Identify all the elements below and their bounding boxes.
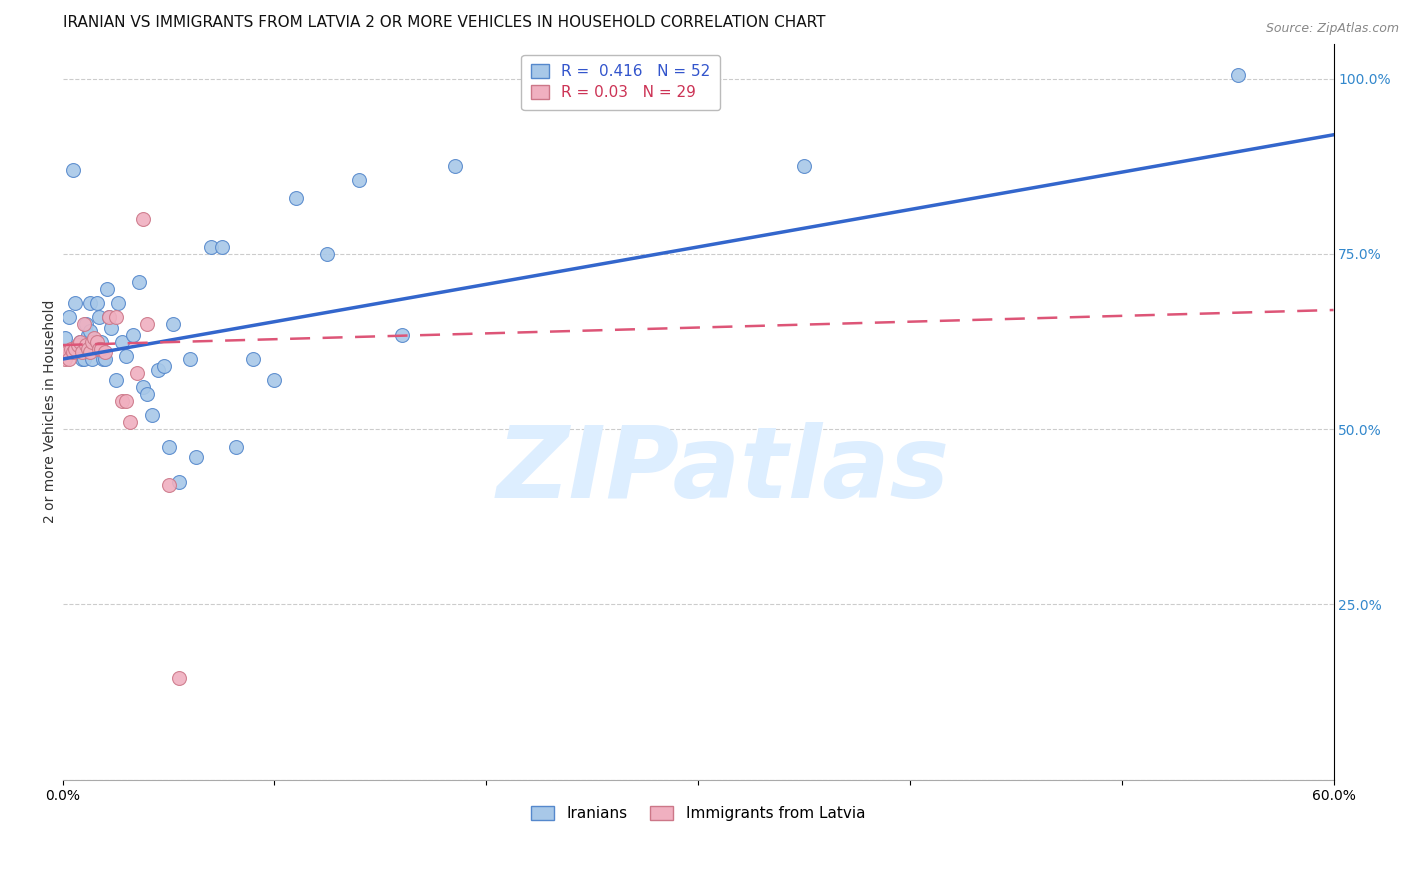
Point bbox=[136, 387, 159, 401]
Point bbox=[91, 352, 114, 367]
Point bbox=[82, 352, 104, 367]
Point bbox=[263, 373, 285, 387]
Point bbox=[141, 408, 163, 422]
Point bbox=[347, 173, 370, 187]
Point bbox=[316, 247, 339, 261]
Point bbox=[82, 334, 104, 349]
Point bbox=[58, 352, 80, 367]
Point bbox=[111, 334, 134, 349]
Point bbox=[53, 331, 76, 345]
Point bbox=[75, 338, 97, 352]
Point bbox=[107, 296, 129, 310]
Point bbox=[132, 211, 155, 226]
Point bbox=[70, 352, 93, 367]
Point bbox=[153, 359, 176, 373]
Point bbox=[443, 159, 465, 173]
Point bbox=[179, 352, 201, 367]
Point bbox=[115, 394, 138, 409]
Point bbox=[79, 296, 101, 310]
Point bbox=[793, 159, 815, 173]
Point bbox=[167, 671, 190, 685]
Point bbox=[125, 366, 148, 380]
Point bbox=[120, 415, 142, 429]
Point bbox=[73, 317, 96, 331]
Point bbox=[184, 450, 207, 465]
Point bbox=[162, 317, 184, 331]
Point bbox=[115, 349, 138, 363]
Point bbox=[96, 282, 118, 296]
Point bbox=[73, 352, 96, 367]
Point bbox=[75, 317, 97, 331]
Point bbox=[157, 440, 180, 454]
Point bbox=[90, 334, 112, 349]
Point bbox=[111, 394, 134, 409]
Point bbox=[65, 296, 87, 310]
Point bbox=[62, 345, 84, 359]
Point bbox=[79, 324, 101, 338]
Point bbox=[86, 296, 108, 310]
Point bbox=[69, 334, 91, 349]
Point bbox=[284, 191, 307, 205]
Point bbox=[94, 345, 117, 359]
Legend: Iranians, Immigrants from Latvia: Iranians, Immigrants from Latvia bbox=[524, 800, 872, 827]
Point bbox=[53, 352, 76, 367]
Point bbox=[62, 162, 84, 177]
Point bbox=[167, 475, 190, 489]
Point bbox=[83, 331, 105, 345]
Point bbox=[211, 240, 233, 254]
Point bbox=[200, 240, 222, 254]
Point bbox=[90, 342, 112, 356]
Point bbox=[66, 338, 89, 352]
Point bbox=[75, 342, 97, 356]
Point bbox=[157, 478, 180, 492]
Point bbox=[56, 345, 79, 359]
Point bbox=[100, 320, 122, 334]
Point bbox=[83, 334, 105, 349]
Point bbox=[132, 380, 155, 394]
Point bbox=[87, 310, 110, 324]
Point bbox=[58, 310, 80, 324]
Point bbox=[225, 440, 247, 454]
Point bbox=[86, 334, 108, 349]
Text: ZIPatlas: ZIPatlas bbox=[496, 422, 950, 519]
Point bbox=[87, 342, 110, 356]
Point bbox=[146, 362, 169, 376]
Point bbox=[242, 352, 264, 367]
Point bbox=[121, 327, 143, 342]
Point bbox=[66, 338, 89, 352]
Point bbox=[65, 342, 87, 356]
Y-axis label: 2 or more Vehicles in Household: 2 or more Vehicles in Household bbox=[44, 300, 58, 524]
Point bbox=[70, 345, 93, 359]
Point bbox=[104, 373, 127, 387]
Point bbox=[77, 342, 100, 356]
Point bbox=[128, 275, 150, 289]
Point bbox=[69, 334, 91, 349]
Point bbox=[79, 345, 101, 359]
Text: IRANIAN VS IMMIGRANTS FROM LATVIA 2 OR MORE VEHICLES IN HOUSEHOLD CORRELATION CH: IRANIAN VS IMMIGRANTS FROM LATVIA 2 OR M… bbox=[63, 15, 825, 30]
Text: Source: ZipAtlas.com: Source: ZipAtlas.com bbox=[1265, 22, 1399, 36]
Point bbox=[1227, 68, 1250, 82]
Point bbox=[98, 310, 121, 324]
Point bbox=[94, 352, 117, 367]
Point bbox=[104, 310, 127, 324]
Point bbox=[98, 310, 121, 324]
Point bbox=[60, 342, 83, 356]
Point bbox=[73, 342, 96, 356]
Point bbox=[391, 327, 413, 342]
Point bbox=[77, 327, 100, 342]
Point bbox=[136, 317, 159, 331]
